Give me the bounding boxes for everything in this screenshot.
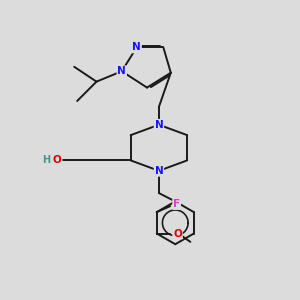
Text: N: N [154,166,163,176]
Text: O: O [53,155,62,165]
Text: O: O [173,229,182,238]
Text: F: F [173,199,180,209]
Text: N: N [117,66,126,76]
Text: N: N [132,43,141,52]
Text: H: H [43,155,51,165]
Text: N: N [154,120,163,130]
